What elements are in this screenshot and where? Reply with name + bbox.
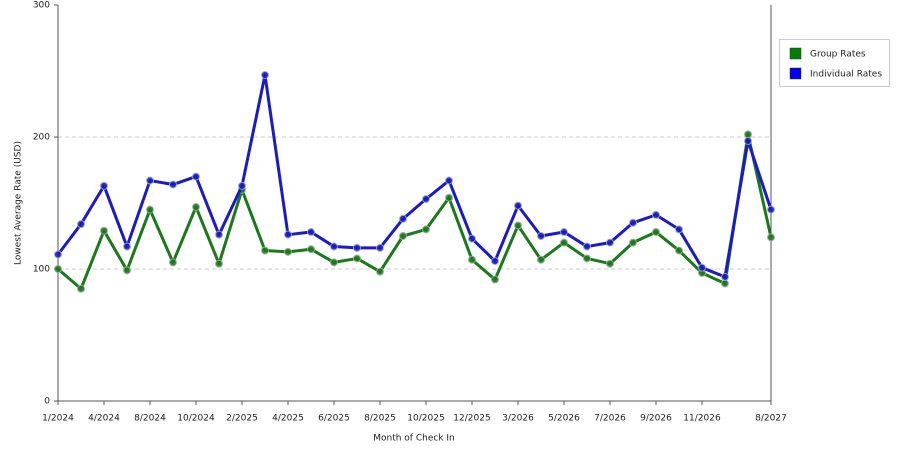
data-point [146,205,154,214]
x-tick-label: 11/2026 [683,414,721,424]
data-point [353,254,361,263]
data-point [54,250,62,259]
data-point [422,195,430,204]
x-tick-label: 4/2025 [272,414,304,424]
series-line [57,132,773,291]
data-point [698,263,706,272]
data-point [399,232,407,240]
legend-swatch [789,47,802,60]
y-tick-label: 0 [44,397,50,407]
x-axis-label: Month of Check In [373,434,455,444]
x-tick-label: 10/2024 [177,414,215,424]
data-point [376,267,384,276]
data-point [169,258,177,267]
x-tick-label: 12/2025 [453,414,490,424]
x-tick-label: 3/2026 [502,414,534,424]
data-point [629,238,637,247]
data-point [100,226,108,235]
data-point [399,214,407,223]
data-point [652,210,660,219]
data-point [491,275,499,284]
data-point [146,176,154,185]
y-tick-label: 300 [33,1,50,11]
data-point [767,233,775,242]
x-tick-label: 8/2024 [134,414,166,424]
series-line [56,73,773,279]
data-point [307,245,315,254]
data-point [560,238,568,247]
y-tick-label: 200 [33,133,50,143]
data-point [192,202,200,211]
data-point [606,238,614,247]
data-point [744,130,752,139]
data-point [422,225,430,234]
data-point [675,246,683,255]
data-point [767,205,775,214]
data-point [445,176,453,185]
data-point [514,221,522,230]
data-point [77,284,85,293]
data-point [721,279,729,288]
x-tick-label: 9/2026 [640,414,672,424]
data-point [307,228,315,237]
data-point [123,266,131,275]
data-point [215,259,223,268]
data-point [537,232,545,240]
data-point [261,246,269,255]
x-tick-label: 7/2026 [594,414,626,424]
data-point [100,181,108,190]
data-point [468,255,476,264]
data-point [583,242,591,251]
data-point [215,230,223,239]
data-point [192,172,200,181]
data-point [675,225,683,234]
data-point [744,136,752,145]
x-tick-label: 1/2024 [42,414,74,424]
data-point [629,218,637,227]
x-tick-label: 10/2025 [407,414,444,424]
x-tick-label: 5/2026 [548,414,580,424]
data-point [284,230,292,239]
x-tick-label: 8/2027 [755,414,787,424]
data-point [583,254,591,263]
legend-swatch [789,67,802,80]
data-point [123,242,131,251]
data-point [514,201,522,210]
data-point [537,255,545,264]
legend-label: Individual Rates [810,70,882,80]
x-tick-label: 8/2025 [364,414,396,424]
data-point [606,259,614,268]
x-tick-label: 2/2025 [226,414,258,424]
data-point [284,247,292,256]
data-point [169,180,177,189]
data-point [353,243,361,252]
data-point [376,243,384,252]
data-point [652,228,660,237]
data-point [238,181,246,190]
data-point [330,242,338,251]
data-point [445,193,453,202]
y-axis-label: Lowest Average Rate (USD) [14,141,24,265]
data-point [77,220,85,229]
data-point [468,234,476,243]
data-point [491,257,499,266]
data-point [54,265,62,273]
x-tick-label: 6/2025 [318,414,350,424]
data-point [560,228,568,237]
legend-label: Group Rates [810,50,866,60]
y-tick-label: 100 [33,265,50,275]
x-tick-label: 4/2024 [88,414,120,424]
data-point [261,70,269,79]
data-point [721,272,729,281]
data-point [330,258,338,267]
